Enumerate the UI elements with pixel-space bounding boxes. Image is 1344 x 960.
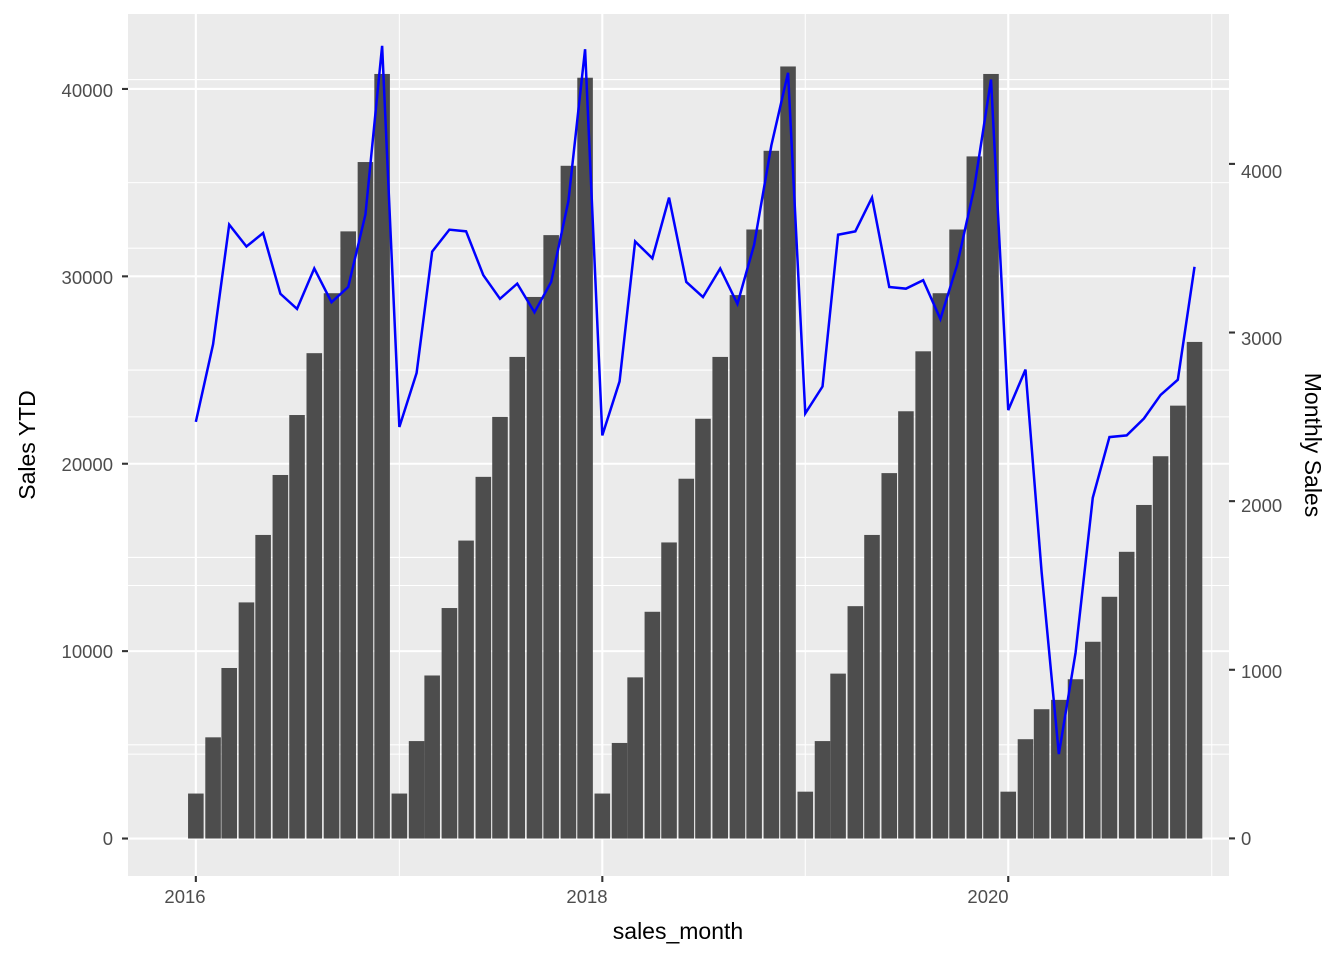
- ytd-bar: [695, 418, 711, 839]
- ytd-bar: [966, 156, 983, 839]
- ytd-bar: [408, 741, 425, 839]
- ytd-bar: [1136, 504, 1152, 839]
- ytd-bar: [1084, 641, 1101, 839]
- y2-tick-label: 4000: [1241, 161, 1282, 182]
- y-axis-title: Sales YTD: [14, 390, 40, 500]
- ytd-bar: [1186, 341, 1203, 839]
- ytd-bar: [712, 356, 728, 839]
- ytd-bar: [272, 474, 289, 839]
- monthly-sales-line: [194, 45, 1196, 755]
- y2-tick-label: 3000: [1241, 328, 1282, 349]
- ytd-bar: [492, 416, 508, 839]
- ytd-bar: [611, 742, 628, 839]
- ytd-bar: [915, 351, 931, 839]
- ytd-bar: [188, 793, 204, 839]
- ytd-bar: [1118, 551, 1135, 839]
- y2-tick-label: 1000: [1241, 661, 1282, 682]
- ytd-bar: [509, 356, 526, 839]
- ytd-bar: [881, 473, 898, 839]
- ytd-bar: [983, 73, 999, 839]
- ytd-bar: [255, 534, 271, 839]
- ytd-bar: [289, 415, 305, 839]
- x-axis-title: sales_month: [613, 918, 743, 944]
- ytd-bar: [746, 229, 762, 839]
- ytd-bar: [205, 737, 221, 839]
- ytd-bar: [729, 295, 746, 839]
- ytd-bar: [424, 675, 440, 839]
- ytd-bar: [560, 165, 577, 839]
- ytd-bar: [323, 293, 340, 839]
- x-axis: 2016 2018 2020: [164, 876, 1010, 907]
- x-tick-label: 2016: [164, 886, 205, 907]
- y-tick-label: 10000: [62, 641, 113, 662]
- y-axis-left: 0 10000 20000 30000 40000: [62, 80, 128, 849]
- ytd-bar: [1152, 456, 1169, 839]
- y2-tick-label: 0: [1241, 828, 1251, 849]
- ytd-bar: [1000, 791, 1017, 839]
- ytd-bar: [1017, 739, 1034, 839]
- ytd-bar: [340, 231, 356, 839]
- ytd-bar: [1101, 596, 1118, 839]
- y-tick-label: 40000: [62, 80, 113, 101]
- minor-gridlines-x: [398, 14, 1213, 876]
- ytd-bar: [949, 229, 965, 839]
- x-tick-label: 2018: [566, 886, 607, 907]
- ytd-bar: [458, 540, 474, 839]
- y-tick-label: 0: [103, 828, 113, 849]
- ytd-bars: [188, 66, 1203, 839]
- ytd-bar: [306, 353, 323, 839]
- ytd-bar: [238, 602, 255, 839]
- y-tick-label: 30000: [62, 267, 113, 288]
- ytd-bar: [1170, 405, 1186, 839]
- ytd-bar: [678, 478, 695, 839]
- y-axis-right: 0 1000 2000 3000 4000: [1229, 161, 1282, 849]
- ytd-bar: [221, 667, 237, 839]
- ytd-bar: [847, 606, 864, 839]
- y2-tick-label: 2000: [1241, 495, 1282, 516]
- ytd-bar: [864, 534, 880, 839]
- ytd-bar: [932, 293, 949, 839]
- x-tick-label: 2020: [967, 886, 1008, 907]
- ytd-bar: [374, 73, 390, 839]
- ytd-bar: [594, 793, 611, 839]
- ytd-bar: [543, 235, 559, 839]
- ytd-bar: [577, 77, 593, 839]
- ytd-bar: [830, 673, 846, 839]
- ytd-bar: [391, 793, 408, 839]
- ytd-bar: [357, 162, 374, 839]
- ytd-bar: [475, 476, 492, 839]
- ytd-bar: [1033, 709, 1050, 839]
- ytd-bar: [1067, 679, 1084, 839]
- ytd-bar: [627, 677, 643, 839]
- y2-axis-title: Monthly Sales: [1300, 373, 1326, 517]
- ytd-bar: [661, 542, 677, 839]
- ytd-bar: [797, 791, 814, 839]
- ytd-bar: [780, 66, 796, 839]
- ytd-bar: [526, 296, 543, 839]
- major-gridlines-x: [194, 14, 1010, 876]
- ytd-bar: [441, 608, 458, 839]
- ytd-bar: [644, 611, 661, 839]
- y-tick-label: 20000: [62, 454, 113, 475]
- ytd-bar: [763, 150, 780, 839]
- ytd-bar: [898, 411, 914, 839]
- ytd-bar: [814, 741, 831, 839]
